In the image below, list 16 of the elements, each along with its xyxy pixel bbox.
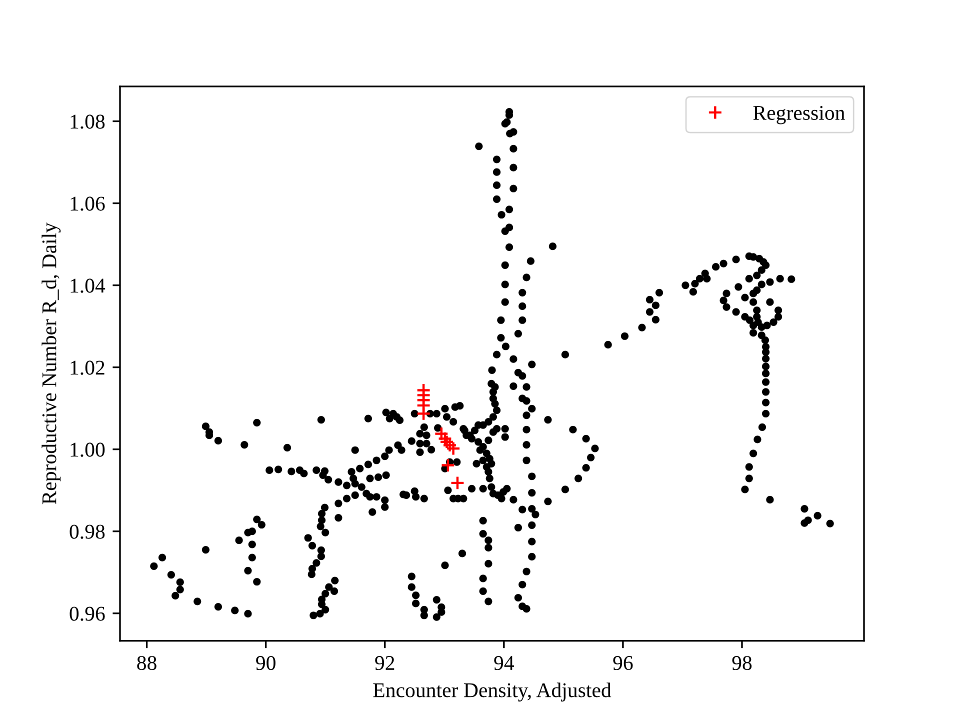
- y-tick-label: 0.98: [70, 524, 105, 539]
- y-tick-label: 1.04: [70, 278, 106, 293]
- legend-label: Regression: [753, 106, 845, 124]
- y-tick-label: 1.06: [70, 196, 105, 211]
- x-tick-label: 96: [613, 656, 633, 670]
- x-axis-title: Encounter Density, Adjusted: [373, 682, 612, 702]
- x-tick-label: 98: [732, 656, 752, 670]
- y-tick-label: 1.02: [70, 360, 104, 375]
- x-tick-label: 88: [137, 656, 156, 670]
- y-tick-label: 1.08: [70, 114, 105, 129]
- x-tick-label: 94: [494, 656, 514, 670]
- x-tick-label: 90: [256, 656, 276, 670]
- y-axis-title: Reproductive Number R_d, Daily: [42, 222, 61, 504]
- x-tick-label: 92: [375, 656, 394, 670]
- y-tick-label: 0.96: [70, 606, 105, 621]
- y-tick-label: 1.00: [70, 442, 105, 457]
